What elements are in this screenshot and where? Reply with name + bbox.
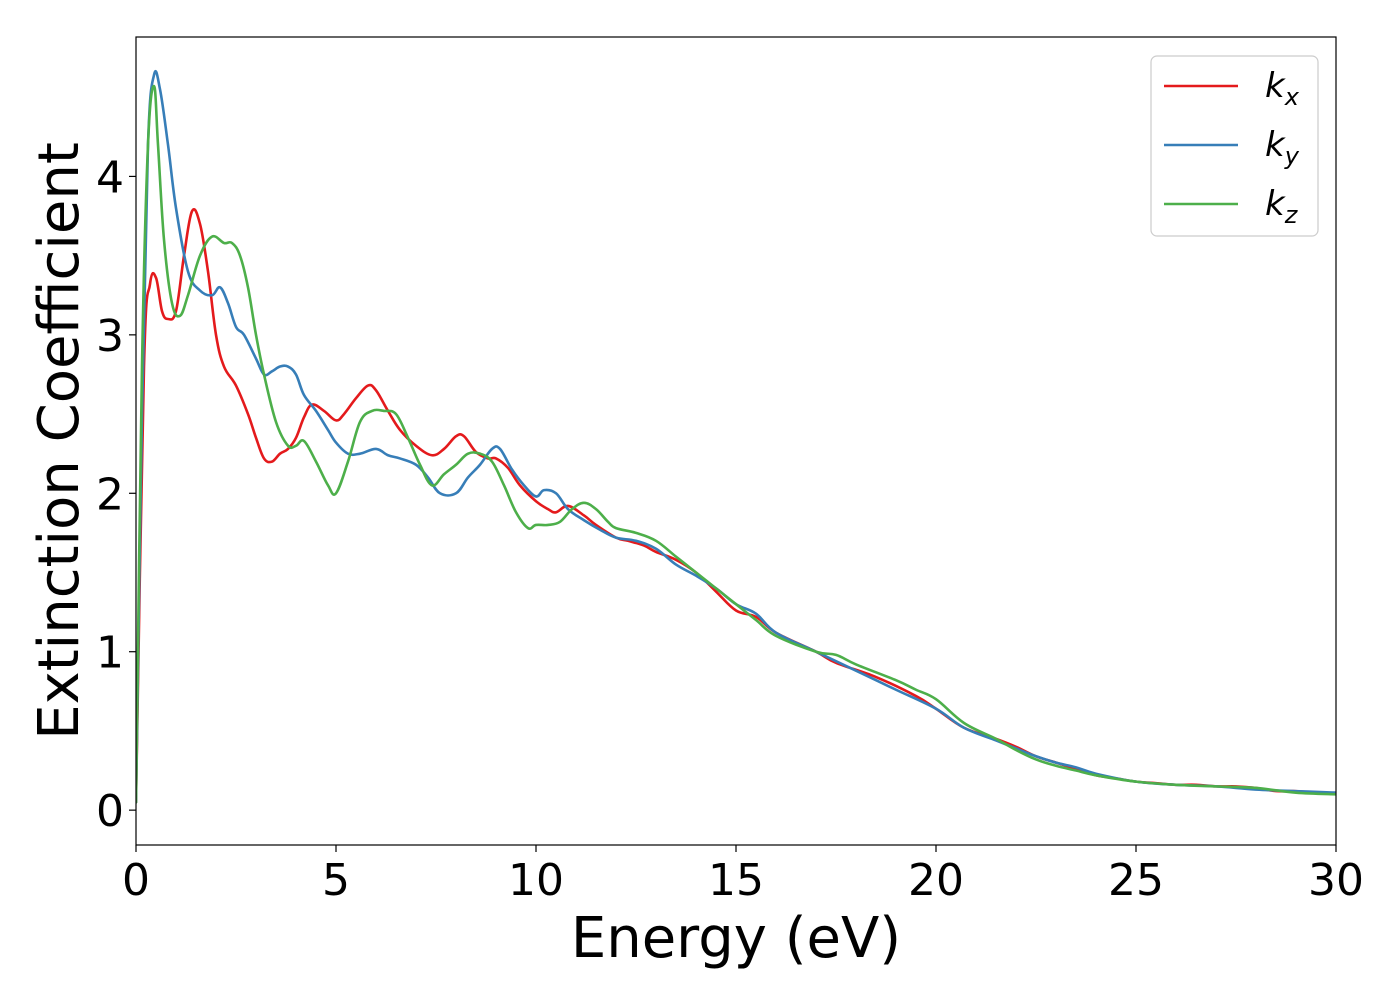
y-tick-label: 0 <box>96 786 124 837</box>
legend-label-y: ky <box>1265 125 1300 170</box>
plot-lines <box>136 69 1336 804</box>
series-line-y <box>136 69 1336 804</box>
x-tick-label: 0 <box>122 855 150 906</box>
legend-label-z: kz <box>1265 184 1299 229</box>
legend: kx ky kz <box>1150 55 1319 237</box>
x-tick-label: 25 <box>1108 855 1164 906</box>
x-tick-label: 20 <box>908 855 964 906</box>
x-tick-label: 30 <box>1308 855 1364 906</box>
y-tick-label: 1 <box>96 628 124 679</box>
y-tick-label: 2 <box>96 469 124 520</box>
y-tick-label: 4 <box>96 152 124 203</box>
x-tick-label: 10 <box>508 855 564 906</box>
x-axis-title: Energy (eV) <box>571 906 901 971</box>
y-axis: 0 1 2 3 4 <box>96 152 136 837</box>
x-tick-label: 15 <box>708 855 764 906</box>
series-line-z <box>136 84 1336 804</box>
x-axis: 0 5 10 15 20 25 30 <box>122 845 1364 906</box>
y-axis-title: Extinction Coefficient <box>27 142 92 740</box>
y-tick-label: 3 <box>96 311 124 362</box>
x-tick-label: 5 <box>322 855 350 906</box>
legend-label-x: kx <box>1265 66 1300 111</box>
